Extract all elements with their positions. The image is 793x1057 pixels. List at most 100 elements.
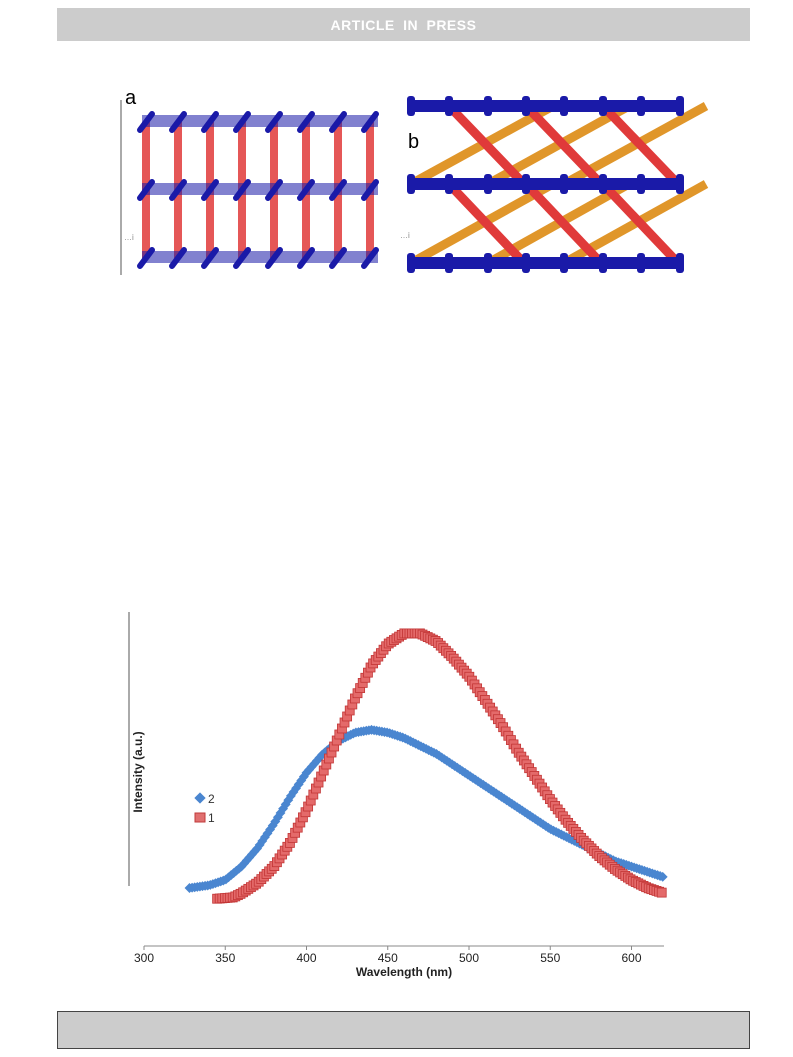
panel-a-pillar — [334, 190, 342, 258]
legend-marker-series-1 — [194, 812, 206, 823]
crystal-structure-figure: a b …i …i — [120, 87, 709, 275]
panel-a-node — [297, 247, 315, 269]
panel-a-pillar — [366, 122, 374, 190]
series-2 — [184, 724, 668, 893]
panel-a-pillar — [206, 190, 214, 258]
panel-b-framework — [407, 96, 709, 273]
panel-a-node — [329, 179, 347, 201]
panel-b-node — [407, 174, 415, 194]
panel-a-node — [233, 111, 251, 133]
panel-b-node — [560, 174, 568, 194]
x-tick-label: 500 — [459, 951, 479, 965]
panel-a-pillar — [302, 122, 310, 190]
panel-a-axis-mark: …i — [124, 233, 134, 242]
panel-b-node — [560, 96, 568, 116]
series-layer — [184, 628, 668, 904]
panel-b-red-link — [445, 180, 528, 267]
panel-a-pillar — [174, 190, 182, 258]
panel-b-node — [637, 253, 645, 273]
x-tick-label: 400 — [296, 951, 316, 965]
panel-b-node — [445, 174, 453, 194]
panel-a-pillar — [302, 190, 310, 258]
panel-b-chain — [408, 178, 684, 190]
panel-b-node — [445, 253, 453, 273]
panel-b-node — [637, 96, 645, 116]
series-1-point — [656, 887, 667, 898]
panel-b-node — [445, 96, 453, 116]
panel-b-node — [560, 253, 568, 273]
panel-b-node — [599, 253, 607, 273]
panel-b-red-link — [522, 102, 605, 188]
panel-a-layer-band — [142, 115, 378, 127]
panel-a-node — [297, 111, 315, 133]
panel-b-axis-mark: …i — [400, 231, 410, 240]
panel-a-node — [361, 179, 379, 201]
panel-b-red-link — [445, 102, 528, 188]
x-tick-label: 600 — [621, 951, 641, 965]
panel-b-node — [522, 174, 530, 194]
panel-a-node — [137, 179, 155, 201]
x-tick-label: 350 — [215, 951, 235, 965]
panel-b-node — [599, 174, 607, 194]
panel-a-node — [169, 179, 187, 201]
panel-b-chain — [408, 100, 684, 112]
legend-label-series-2: 2 — [208, 792, 215, 806]
panel-a-node — [265, 179, 283, 201]
panel-b-node — [407, 253, 415, 273]
x-tick-label: 450 — [378, 951, 398, 965]
legend-label-series-1: 1 — [208, 811, 215, 825]
panel-a-node — [201, 111, 219, 133]
panel-a-node — [137, 111, 155, 133]
panel-b-node — [676, 253, 684, 273]
panel-b-red-link — [599, 102, 682, 188]
panel-a-node — [233, 179, 251, 201]
series-1 — [212, 628, 667, 904]
panel-a-pillar — [334, 122, 342, 190]
panel-a-pillar — [238, 190, 246, 258]
panel-b-label: b — [408, 131, 419, 153]
panel-b-node — [484, 253, 492, 273]
panel-b-node — [522, 96, 530, 116]
panel-b-node — [522, 253, 530, 273]
panel-a-pillar — [142, 122, 150, 190]
panel-a-pillar — [270, 122, 278, 190]
emission-spectrum-chart: 300 350 400 450 500 550 600 Wavelength (nm) In… — [128, 612, 668, 979]
panel-a-node — [169, 111, 187, 133]
panel-a-pillar — [174, 122, 182, 190]
panel-a-node — [201, 179, 219, 201]
panel-b-node — [637, 174, 645, 194]
panel-a-node — [329, 247, 347, 269]
panel-a-node — [137, 247, 155, 269]
panel-a-layer-band — [142, 251, 378, 263]
x-tick-label: 550 — [540, 951, 560, 965]
panel-a-pillar — [206, 122, 214, 190]
panel-a-node — [265, 247, 283, 269]
series-2-point — [657, 871, 668, 882]
panel-a-label: a — [125, 87, 137, 109]
panel-a-node — [361, 111, 379, 133]
panel-a-node — [233, 247, 251, 269]
x-tick-label: 300 — [134, 951, 154, 965]
banner-text: ARTICLE IN PRESS — [330, 16, 477, 33]
article-in-press-banner: ARTICLE IN PRESS — [57, 8, 750, 41]
panel-b-node — [676, 174, 684, 194]
panel-a-framework — [137, 111, 379, 269]
panel-a-node — [265, 111, 283, 133]
panel-b-node — [484, 174, 492, 194]
panel-a-layer-band — [142, 183, 378, 195]
panel-a-node — [169, 247, 187, 269]
panel-b-chain — [408, 257, 684, 269]
panel-a-pillar — [270, 190, 278, 258]
panel-a-pillar — [238, 122, 246, 190]
panel-a-node — [329, 111, 347, 133]
panel-b-node — [407, 96, 415, 116]
panel-b-node — [599, 96, 607, 116]
footer-bar — [57, 1011, 750, 1049]
panel-a-pillar — [366, 190, 374, 258]
panel-b-node — [484, 96, 492, 116]
panel-a-pillar — [142, 190, 150, 258]
panel-a-node — [297, 179, 315, 201]
x-axis-title: Wavelength (nm) — [356, 965, 452, 979]
legend-marker-series-2 — [194, 792, 206, 804]
panel-b-red-link — [522, 180, 605, 267]
